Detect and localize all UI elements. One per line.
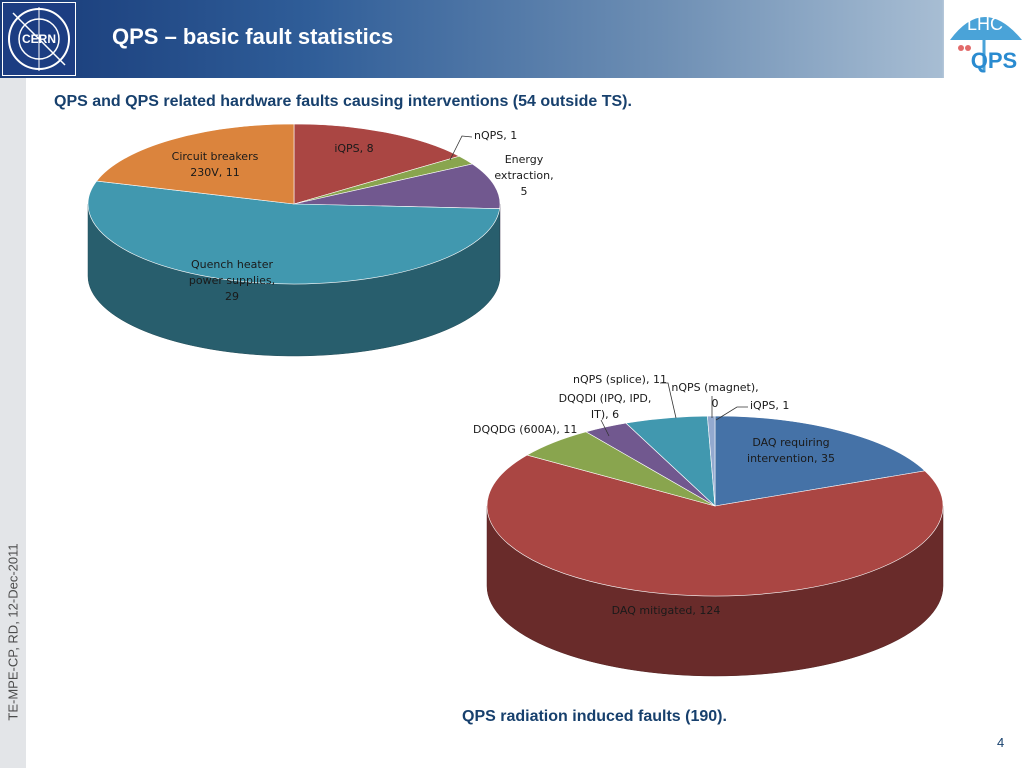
umbrella-icon: LHC QPS (950, 14, 1022, 73)
chart-1-data-label: 230V, 11 (190, 166, 240, 179)
chart-1-slice-3 (87, 180, 500, 285)
chart-1-data-label: power supplies, (189, 274, 275, 287)
chart-2-slice-0 (714, 415, 926, 507)
chart-2-data-label: iQPS, 1 (750, 399, 789, 412)
chart-2-title: QPS radiation induced faults (190). (462, 708, 727, 725)
cern-logo-icon: CERN (8, 7, 70, 71)
chart-1-data-label: Energy (505, 153, 544, 166)
cern-logo: CERN (2, 2, 76, 76)
chart-1-slice-0 (293, 123, 461, 205)
lhc-logo-top-text: LHC (967, 14, 1003, 34)
cern-logo-text: CERN (22, 32, 56, 46)
chart-1-data-label: Quench heater (191, 258, 273, 271)
chart-1-data-label: nQPS, 1 (474, 129, 517, 142)
chart-2-data-label: IT), 6 (591, 408, 619, 421)
chart-2-data-label: nQPS (splice), 11 (573, 373, 667, 386)
chart-1-leader-line-1 (449, 135, 473, 161)
header-bar (0, 0, 1024, 78)
chart-2-data-label: DAQ mitigated, 124 (612, 604, 721, 617)
chart-1-title: QPS and QPS related hardware faults caus… (54, 93, 632, 110)
chart-2-data-label: DQQDI (IPQ, IPD, (559, 392, 652, 405)
chart-2-leader-line-3 (600, 419, 610, 437)
chart-2-data-label: intervention, 35 (747, 452, 835, 465)
lhc-logo-bottom-text: QPS (971, 48, 1017, 73)
chart-2-data-label: 0 (712, 397, 719, 410)
chart-1-data-label: iQPS, 8 (334, 142, 373, 155)
chart-1-data-label: Circuit breakers (172, 150, 259, 163)
chart-1-slice-2 (293, 163, 501, 209)
lhc-qps-logo: LHC QPS (944, 0, 1024, 78)
chart-1-data-label: 5 (521, 185, 528, 198)
chart-2-slice-1 (486, 454, 944, 597)
slide-title: QPS – basic fault statistics (112, 24, 394, 49)
chart-1-data-label: 29 (225, 290, 239, 303)
chart-2-data-label: DAQ requiring (752, 436, 829, 449)
side-bar (0, 78, 26, 768)
chart-1-slice-4 (96, 123, 295, 205)
spark-icon (965, 45, 971, 51)
chart-1-data-label: extraction, (494, 169, 553, 182)
spark-icon (958, 45, 964, 51)
chart-2-leader-line-4 (660, 382, 677, 419)
chart-2-data-label: DQQDG (600A), 11 (473, 423, 577, 436)
chart-2-leader-line-6 (715, 406, 748, 421)
chart-2-slice-6 (707, 415, 716, 507)
chart-2-data-label: nQPS (magnet), (671, 381, 758, 394)
page-number: 4 (997, 735, 1005, 750)
